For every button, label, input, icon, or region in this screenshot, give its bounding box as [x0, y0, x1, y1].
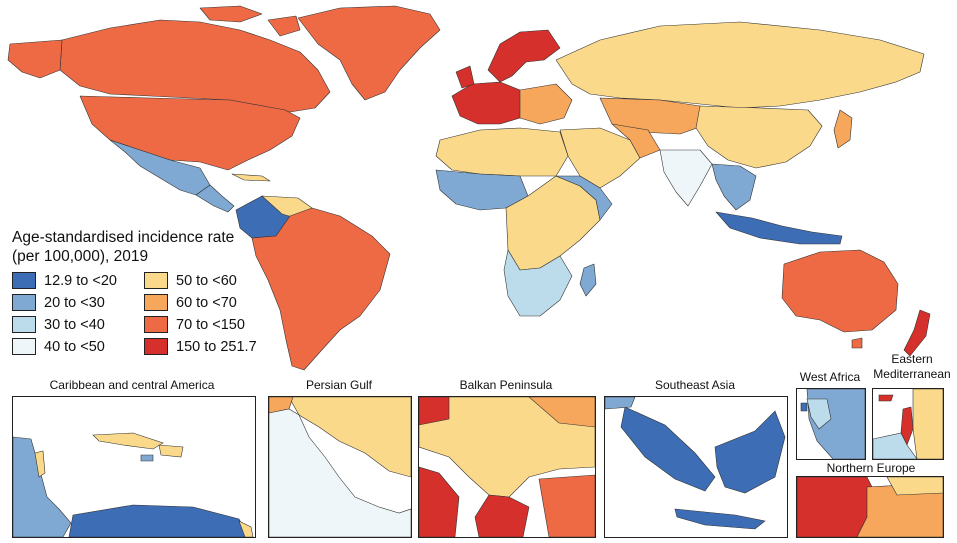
indonesia	[715, 211, 843, 245]
legend-label: 150 to 251.7	[176, 338, 257, 355]
legend-label: 60 to <70	[176, 294, 237, 311]
greenland	[297, 5, 441, 101]
cuba	[231, 173, 271, 182]
legend-swatch	[144, 316, 168, 333]
inset-eastern-med-map	[872, 388, 944, 460]
inset-title-balkan: Balkan Peninsula	[459, 378, 553, 392]
inset-west-africa-map	[796, 388, 866, 460]
australia	[781, 249, 899, 333]
legend-item: 20 to <30	[12, 294, 144, 311]
legend-item: 150 to 251.7	[144, 338, 276, 355]
inset-title-persian-gulf: Persian Gulf	[305, 378, 373, 392]
inset-balkan-map	[418, 396, 596, 538]
arctic-island	[199, 5, 263, 23]
uk	[455, 65, 475, 89]
china	[695, 105, 823, 169]
east-africa	[555, 175, 613, 221]
tasmania	[851, 337, 863, 349]
russia	[555, 21, 925, 109]
western-europe	[451, 81, 531, 125]
legend-items: 12.9 to <20 50 to <60 20 to <30 60 to <7…	[12, 272, 282, 355]
inset-title-eastern-med-line1: Eastern	[891, 352, 933, 366]
legend-label: 70 to <150	[176, 316, 245, 333]
legend-title-line1: Age-standardised incidence rate	[12, 229, 235, 246]
inset-northern-europe-map	[796, 476, 944, 538]
eastern-europe	[519, 83, 573, 125]
central-america	[195, 184, 235, 213]
legend-swatch	[144, 294, 168, 311]
legend-item: 50 to <60	[144, 272, 276, 289]
legend-swatch	[144, 338, 168, 355]
legend-swatch	[12, 294, 36, 311]
scandinavia	[487, 29, 561, 83]
north-africa	[435, 127, 569, 177]
alaska	[7, 39, 63, 79]
legend-swatch	[12, 338, 36, 355]
inset-title-eastern-med-line2: Mediterranean	[873, 367, 951, 381]
united-states	[79, 95, 301, 171]
new-zealand	[903, 309, 931, 357]
madagascar	[579, 263, 597, 297]
arctic-island	[267, 15, 301, 37]
inset-title-west-africa: West Africa	[799, 370, 861, 384]
inset-title-eastern-med: Eastern Mediterranean	[872, 352, 952, 382]
legend-swatch	[144, 272, 168, 289]
indochina	[711, 163, 757, 211]
persian-gulf-map	[269, 397, 411, 537]
legend-swatch	[12, 272, 36, 289]
legend-swatch	[12, 316, 36, 333]
canada	[59, 19, 331, 113]
northern-europe-map	[797, 477, 943, 537]
inset-title-caribbean: Caribbean and central America	[49, 378, 215, 392]
map-legend: Age-standardised incidence rate (per 100…	[12, 228, 282, 355]
west-africa-map	[800, 389, 865, 459]
legend-label: 12.9 to <20	[44, 272, 117, 289]
inset-title-southeast-asia: Southeast Asia	[654, 378, 736, 392]
balkan-map	[419, 397, 595, 537]
caribbean-map	[13, 432, 254, 537]
south-america	[251, 207, 391, 371]
southeast-asia-map	[605, 397, 786, 530]
legend-item: 60 to <70	[144, 294, 276, 311]
inset-southeast-asia-map	[604, 396, 788, 538]
inset-persian-gulf-map	[268, 396, 412, 538]
legend-label: 20 to <30	[44, 294, 105, 311]
legend-item: 30 to <40	[12, 316, 144, 333]
eastern-med-map	[873, 389, 943, 459]
legend-label: 50 to <60	[176, 272, 237, 289]
inset-title-northern-europe: Northern Europe	[826, 461, 916, 475]
world-map	[7, 5, 931, 371]
legend-label: 30 to <40	[44, 316, 105, 333]
india	[659, 149, 713, 207]
southern-africa	[503, 249, 573, 317]
legend-title-line2: (per 100,000), 2019	[12, 248, 149, 265]
inset-caribbean-map	[12, 396, 256, 538]
japan	[833, 109, 853, 149]
iran	[611, 123, 661, 159]
middle-east	[559, 127, 641, 189]
legend-item: 70 to <150	[144, 316, 276, 333]
legend-item: 40 to <50	[12, 338, 144, 355]
legend-label: 40 to <50	[44, 338, 105, 355]
legend-item: 12.9 to <20	[12, 272, 144, 289]
